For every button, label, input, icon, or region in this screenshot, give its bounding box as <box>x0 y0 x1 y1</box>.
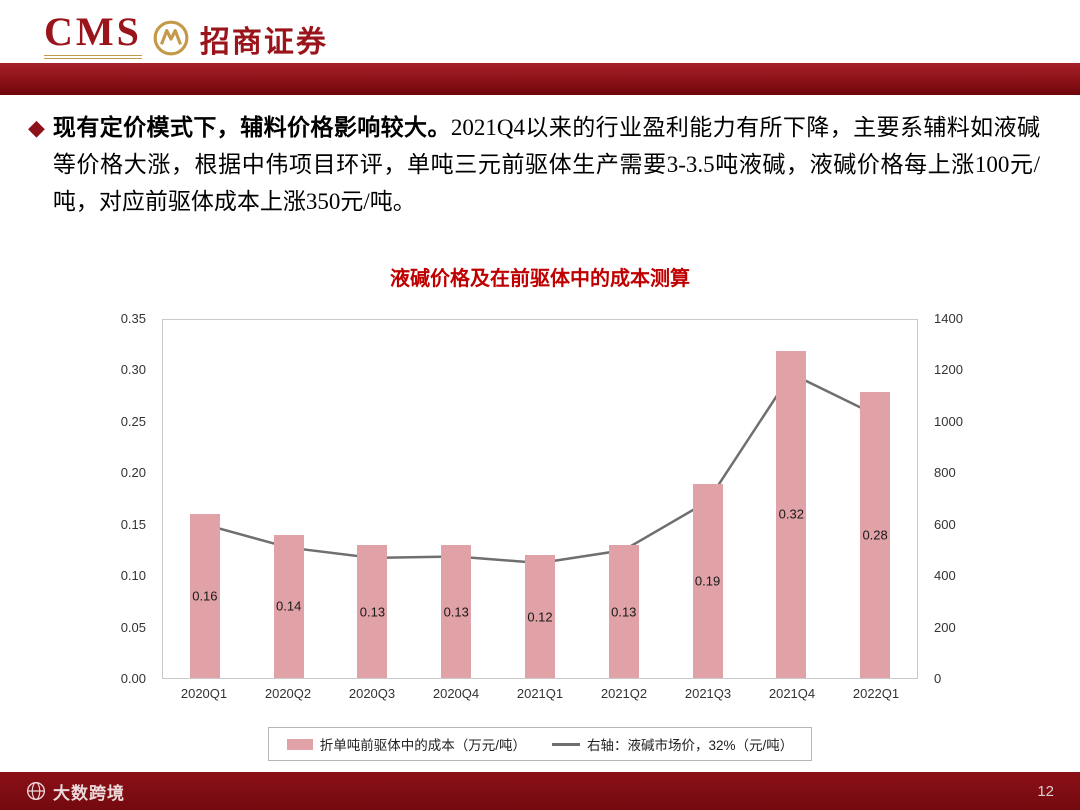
x-axis-label: 2021Q1 <box>516 686 564 701</box>
bar-2020Q2 <box>273 534 304 678</box>
combo-chart: 0.35 0.30 0.25 0.20 0.15 0.10 0.05 0.00 0.16 0.1… <box>100 311 980 761</box>
chart-title: 液碱价格及在前驱体中的成本测算 <box>390 268 690 290</box>
bar-2021Q3 <box>692 483 723 678</box>
watermark-text: 大数跨境 <box>53 783 125 803</box>
left-axis-tick: 0.15 <box>120 516 146 532</box>
bar-value-label: 0.13 <box>611 604 637 620</box>
bar-value-label: 0.28 <box>862 527 888 543</box>
bar-value-label: 0.13 <box>443 604 469 620</box>
bar-2021Q4 <box>776 350 807 678</box>
right-axis-tick: 200 <box>934 619 956 635</box>
left-axis-tick: 0.20 <box>120 465 146 481</box>
cms-emblem-icon <box>153 20 189 56</box>
bar-2021Q1 <box>525 555 555 678</box>
right-axis-tick: 600 <box>934 516 956 532</box>
watermark: 大数跨境 <box>26 779 125 804</box>
x-axis-label: 2022Q1 <box>852 686 900 701</box>
lead-rest-text: 2021Q4以来的行业盈利能力有所下降，主要系辅料如液碱等价格大涨，根据中伟项目… <box>52 115 1040 214</box>
right-axis-tick: 1200 <box>934 362 963 378</box>
globe-icon <box>27 782 45 800</box>
bar-value-label: 0.32 <box>778 506 804 522</box>
legend-item-bar: 折单吨前驱体中的成本（万元/吨） <box>286 734 526 754</box>
lead-paragraph: 现有定价模式下，辅料价格影响较大。2021Q4以来的行业盈利能力有所下降，主要系… <box>53 109 1040 220</box>
bar-value-label: 0.19 <box>694 573 721 589</box>
bar-2020Q4 <box>441 545 472 678</box>
left-axis-tick: 0.05 <box>120 619 146 635</box>
plot-area: 0.16 0.14 0.13 0.13 0.12 0.13 0.19 0.32 0.28 <box>162 319 918 679</box>
right-axis-tick: 800 <box>934 465 956 481</box>
bar-value-label: 0.14 <box>276 598 302 614</box>
right-axis-tick: 1400 <box>934 311 963 326</box>
x-axis-label: 2020Q3 <box>348 686 396 701</box>
left-axis-tick: 0.25 <box>120 413 146 429</box>
left-axis-tick: 0.30 <box>120 362 146 378</box>
plot-row: 0.35 0.30 0.25 0.20 0.15 0.10 0.05 0.00 0.16 0.1… <box>100 311 980 686</box>
bar-2022Q1 <box>860 391 891 678</box>
line-series-path <box>205 374 875 563</box>
bar-value-label: 0.12 <box>527 609 553 625</box>
x-axis-label: 2021Q3 <box>684 686 732 701</box>
x-axis-label: 2020Q1 <box>180 686 228 701</box>
chart-legend: 折单吨前驱体中的成本（万元/吨） 右轴：液碱市场价，32%（元/吨） <box>267 727 813 761</box>
bar-value-label: 0.16 <box>192 588 218 604</box>
legend-line-label: 右轴：液碱市场价，32%（元/吨） <box>586 738 794 753</box>
x-axis-label: 2020Q2 <box>264 686 312 701</box>
header-red-band <box>0 63 1080 95</box>
left-axis-tick: 0.00 <box>120 670 146 686</box>
left-axis-tick: 0.35 <box>120 311 146 326</box>
bar-2021Q2 <box>608 545 639 678</box>
right-axis-tick: 400 <box>934 568 956 584</box>
line-swatch-icon <box>551 742 580 746</box>
x-axis-label: 2020Q4 <box>432 686 480 701</box>
brand-name-text: 招商证券 <box>199 26 328 59</box>
slide-header: CMS 招商证券 <box>0 0 1080 95</box>
right-axis-tick: 1000 <box>934 413 963 429</box>
lead-bold-text: 现有定价模式下，辅料价格影响较大。 <box>52 115 451 140</box>
bar-2020Q3 <box>357 545 388 678</box>
legend-bar-label: 折单吨前驱体中的成本（万元/吨） <box>319 738 526 753</box>
bullet-diamond-icon: ◆ <box>28 115 45 140</box>
page-number: 12 <box>1037 782 1054 800</box>
left-axis-tick: 0.10 <box>120 568 146 584</box>
cms-logo-text: CMS <box>44 12 142 59</box>
bar-2020Q1 <box>189 514 220 678</box>
right-axis-tick: 0 <box>934 670 942 686</box>
right-y-axis: 1400 1200 1000 800 600 400 200 0 <box>924 310 980 688</box>
bar-value-label: 0.13 <box>359 604 386 620</box>
x-axis-label: 2021Q2 <box>600 686 648 701</box>
x-axis: 2020Q1 2020Q2 2020Q3 2020Q4 2021Q1 2021Q2 2021… <box>162 686 918 701</box>
x-axis-label: 2021Q4 <box>768 686 816 701</box>
legend-item-line: 右轴：液碱市场价，32%（元/吨） <box>551 734 794 754</box>
bar-swatch-icon <box>286 738 313 750</box>
lead-paragraph-row: ◆ 现有定价模式下，辅料价格影响较大。2021Q4以来的行业盈利能力有所下降，主… <box>0 95 1080 220</box>
slide-footer: 大数跨境 12 <box>0 772 1080 810</box>
left-y-axis: 0.35 0.30 0.25 0.20 0.15 0.10 0.05 0.00 <box>100 310 156 688</box>
brand-logo: CMS 招商证券 <box>44 12 328 59</box>
